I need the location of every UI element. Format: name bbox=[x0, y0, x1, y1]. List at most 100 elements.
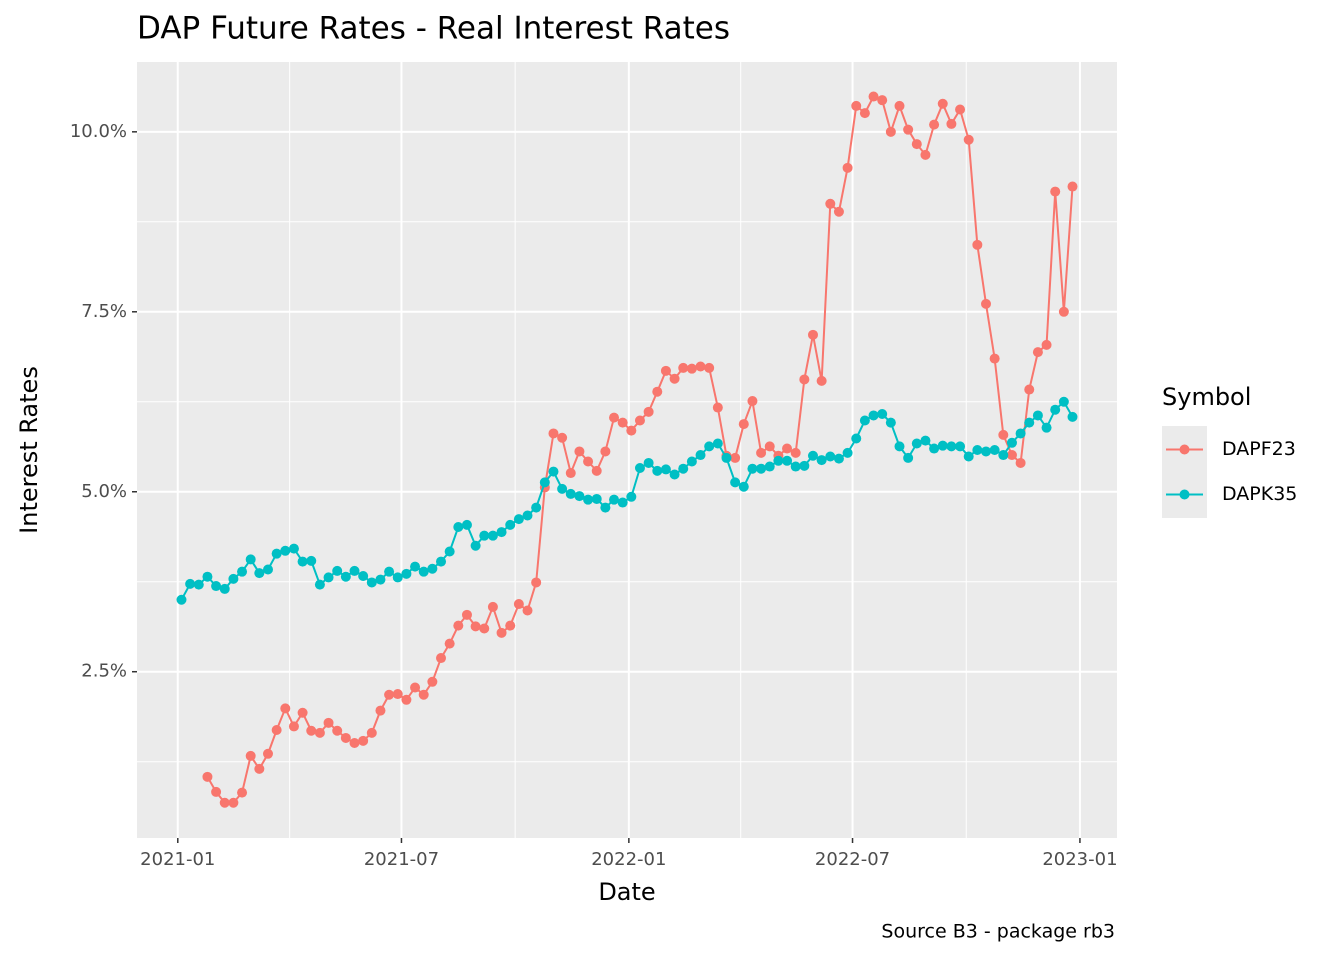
data-point bbox=[678, 463, 689, 474]
data-point bbox=[254, 568, 265, 579]
legend-key bbox=[1179, 489, 1190, 500]
data-point bbox=[219, 583, 230, 594]
data-point bbox=[1015, 457, 1026, 468]
data-point bbox=[565, 488, 576, 499]
data-point bbox=[833, 453, 844, 464]
data-point bbox=[453, 620, 464, 631]
data-point bbox=[609, 494, 620, 505]
data-point bbox=[237, 787, 248, 798]
caption: Source B3 - package rb3 bbox=[881, 921, 1115, 943]
data-point bbox=[401, 568, 412, 579]
data-point bbox=[418, 566, 429, 577]
data-point bbox=[885, 126, 896, 137]
data-point bbox=[1067, 411, 1078, 422]
data-point bbox=[262, 564, 273, 575]
data-point bbox=[1024, 384, 1035, 395]
data-point bbox=[1032, 347, 1043, 358]
data-point bbox=[349, 565, 360, 576]
data-point bbox=[1050, 404, 1061, 415]
data-point bbox=[877, 95, 888, 106]
data-point bbox=[470, 540, 481, 551]
data-point bbox=[228, 797, 239, 808]
data-point bbox=[946, 118, 957, 129]
data-point bbox=[825, 198, 836, 209]
data-point bbox=[496, 527, 507, 538]
data-point bbox=[237, 566, 248, 577]
data-point bbox=[903, 452, 914, 463]
data-point bbox=[522, 605, 533, 616]
data-point bbox=[1015, 428, 1026, 439]
data-point bbox=[539, 477, 550, 488]
data-point bbox=[920, 149, 931, 160]
data-point bbox=[799, 374, 810, 385]
data-point bbox=[427, 676, 438, 687]
data-point bbox=[565, 468, 576, 479]
plot-panel bbox=[137, 62, 1117, 838]
data-point bbox=[842, 162, 853, 173]
data-point bbox=[522, 510, 533, 521]
data-point bbox=[756, 447, 767, 458]
data-point bbox=[323, 717, 334, 728]
data-point bbox=[600, 446, 611, 457]
data-point bbox=[487, 601, 498, 612]
data-point bbox=[929, 443, 940, 454]
data-point bbox=[937, 98, 948, 109]
x-tick-label: 2023-01 bbox=[1042, 849, 1117, 870]
data-point bbox=[1050, 186, 1061, 197]
data-point bbox=[669, 469, 680, 480]
data-point bbox=[989, 445, 1000, 455]
data-point bbox=[557, 432, 568, 443]
legend-label: DAPK35 bbox=[1222, 483, 1297, 505]
data-point bbox=[721, 452, 732, 463]
data-point bbox=[894, 441, 905, 452]
data-point bbox=[410, 561, 421, 572]
data-point bbox=[349, 737, 360, 748]
data-point bbox=[574, 491, 585, 502]
data-point bbox=[505, 519, 516, 530]
data-point bbox=[981, 446, 992, 457]
legend-label: DAPF23 bbox=[1222, 438, 1296, 460]
data-point bbox=[643, 406, 654, 417]
data-point bbox=[323, 572, 334, 583]
chart-title: DAP Future Rates - Real Interest Rates bbox=[137, 11, 730, 47]
data-point bbox=[479, 623, 490, 634]
data-point bbox=[1006, 450, 1017, 461]
data-point bbox=[998, 429, 1009, 440]
data-point bbox=[686, 456, 697, 467]
legend-key bbox=[1179, 444, 1190, 455]
data-point bbox=[245, 554, 256, 565]
data-point bbox=[652, 465, 663, 476]
data-point bbox=[211, 581, 222, 592]
data-point bbox=[461, 519, 472, 530]
data-point bbox=[418, 689, 429, 700]
data-point bbox=[487, 530, 498, 541]
data-point bbox=[358, 570, 369, 581]
data-point bbox=[851, 433, 862, 444]
y-tick-label: 2.5% bbox=[81, 661, 127, 682]
data-point bbox=[652, 386, 663, 397]
data-point bbox=[989, 353, 1000, 364]
data-point bbox=[444, 546, 455, 557]
y-axis-title: Interest Rates bbox=[15, 366, 43, 534]
y-tick-label: 5.0% bbox=[81, 481, 127, 502]
data-point bbox=[297, 707, 308, 718]
data-point bbox=[851, 100, 862, 111]
data-point bbox=[574, 446, 585, 457]
data-point bbox=[963, 134, 974, 145]
data-point bbox=[981, 298, 992, 309]
data-point bbox=[332, 565, 343, 576]
data-point bbox=[254, 763, 265, 774]
data-point bbox=[972, 239, 983, 250]
data-point bbox=[513, 514, 524, 525]
data-point bbox=[375, 574, 386, 585]
data-point bbox=[790, 447, 801, 458]
data-point bbox=[963, 451, 974, 462]
data-point bbox=[833, 206, 844, 217]
data-point bbox=[816, 455, 827, 466]
data-point bbox=[306, 555, 317, 566]
data-point bbox=[314, 727, 325, 738]
data-point bbox=[634, 415, 645, 426]
data-point bbox=[868, 91, 879, 102]
data-point bbox=[358, 735, 369, 746]
data-point bbox=[288, 543, 299, 554]
